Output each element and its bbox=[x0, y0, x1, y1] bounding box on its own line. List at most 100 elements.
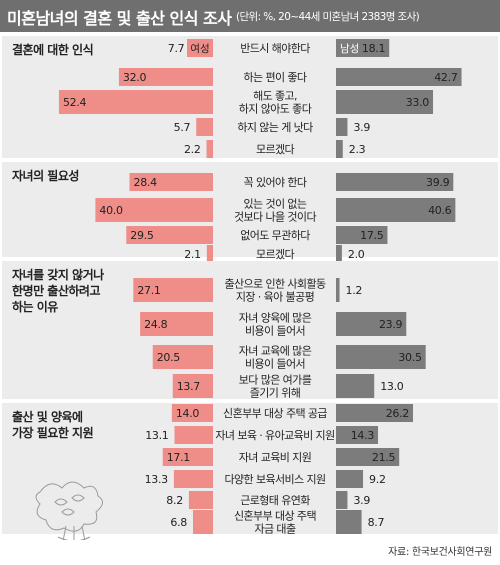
bouquet-stroke bbox=[57, 536, 91, 540]
female-value-label: 52.4 bbox=[63, 96, 87, 109]
male-value-label: 17.5 bbox=[360, 229, 384, 242]
male-value-label: 2.3 bbox=[349, 143, 366, 156]
female-value-label: 2.2 bbox=[184, 143, 201, 156]
female-bar bbox=[126, 226, 213, 244]
section-title: 결혼에 대한 인식 bbox=[12, 42, 93, 57]
category-label: 근로형태 유연화 bbox=[240, 494, 310, 507]
female-bar bbox=[118, 68, 213, 86]
category-label: 다양한 보육서비스 지원 bbox=[225, 473, 326, 486]
category-label: 반드시 해야한다 bbox=[240, 41, 310, 55]
female-bar bbox=[129, 173, 213, 191]
male-bar bbox=[336, 448, 400, 466]
male-value-label: 9.2 bbox=[369, 473, 386, 486]
category-label: 하지 않는 게 낫다 bbox=[237, 120, 313, 134]
male-value-label: 14.3 bbox=[351, 429, 375, 442]
section-title: 자녀를 갖지 않거나 한명만 출산하려고 하는 이유 bbox=[12, 267, 104, 314]
female-value-label: 17.1 bbox=[167, 451, 190, 464]
female-value-label: 13.7 bbox=[177, 380, 201, 393]
female-value-label: 24.8 bbox=[144, 318, 168, 331]
male-bar bbox=[336, 226, 388, 244]
category-label: 자녀 양육에 많은 비용이 들어서 bbox=[239, 312, 312, 338]
female-value-label: 29.5 bbox=[130, 229, 154, 242]
male-value-label: 3.9 bbox=[353, 494, 370, 507]
female-bar bbox=[152, 345, 213, 369]
category-label: 출산으로 인한 사회활동 지장 · 육아 불공평 bbox=[225, 277, 326, 304]
category-label: 없어도 무관하다 bbox=[240, 228, 310, 242]
female-value-label: 8.2 bbox=[166, 494, 183, 507]
female-bar bbox=[172, 374, 213, 398]
chart-subtitle: (단위: %, 20~44세 미혼남녀 2383명 조사) bbox=[236, 11, 420, 23]
category-label: 신혼부부 대상 주택 공급 bbox=[223, 407, 327, 420]
male-value-label: 18.1 bbox=[362, 42, 385, 55]
female-bar bbox=[95, 198, 213, 222]
bouquet-stroke bbox=[54, 494, 85, 516]
female-bar bbox=[173, 470, 213, 488]
female-value-label: 28.4 bbox=[134, 176, 158, 189]
category-label: 자녀 보육 · 유아교육비 지원 bbox=[215, 429, 334, 442]
male-value-label: 3.9 bbox=[353, 121, 370, 134]
category-label: 하는 편이 좋다 bbox=[244, 70, 307, 84]
male-value-label: 39.9 bbox=[426, 176, 450, 189]
category-label: 모르겠다 bbox=[256, 143, 295, 156]
male-bar bbox=[336, 491, 348, 509]
male-value-label: 33.0 bbox=[406, 96, 430, 109]
female-bar bbox=[162, 448, 213, 466]
female-value-label: 13.1 bbox=[145, 429, 168, 442]
male-value-label: 1.2 bbox=[346, 284, 363, 297]
male-bar bbox=[336, 39, 390, 57]
category-label: 자녀 교육비 지원 bbox=[239, 451, 311, 464]
category-label: 해도 좋고, 하지 않아도 좋다 bbox=[239, 89, 312, 116]
female-value-label: 14.0 bbox=[176, 407, 200, 420]
category-label: 신혼부부 대상 주택 자금 대출 bbox=[234, 510, 316, 536]
male-bar bbox=[336, 173, 454, 191]
male-bar bbox=[336, 140, 343, 158]
female-bar bbox=[196, 118, 213, 136]
butterfly-chart: 결혼에 대한 인식 반드시 해야한다 7.7 18.1 하는 편이 좋다 32.0 42.7… bbox=[2, 36, 498, 540]
female-value-label: 5.7 bbox=[174, 121, 191, 134]
female-bar bbox=[206, 140, 213, 158]
male-value-label: 8.7 bbox=[368, 516, 385, 529]
female-bar bbox=[133, 278, 213, 302]
section-background bbox=[2, 261, 498, 399]
bouquet-stroke bbox=[62, 525, 86, 540]
male-bar bbox=[336, 198, 456, 222]
male-bar bbox=[336, 404, 414, 422]
legend-female-swatch bbox=[187, 39, 213, 57]
male-bar bbox=[336, 312, 407, 336]
female-bar bbox=[188, 491, 213, 509]
male-value-label: 30.5 bbox=[398, 351, 422, 364]
male-value-label: 42.7 bbox=[434, 71, 458, 84]
legend-female-label: 여성 bbox=[190, 43, 209, 55]
male-bar bbox=[336, 90, 434, 114]
section-background bbox=[2, 403, 498, 534]
title-bar: 미혼남녀의 결혼 및 출산 인식 조사 (단위: %, 20~44세 미혼남녀 … bbox=[0, 0, 500, 32]
section-title: 출산 및 양육에 가장 필요한 지원 bbox=[12, 409, 93, 440]
male-value-label: 40.6 bbox=[428, 204, 452, 217]
male-value-label: 26.2 bbox=[386, 407, 409, 420]
female-bar bbox=[174, 426, 213, 444]
female-bar bbox=[206, 245, 213, 263]
male-bar bbox=[336, 278, 340, 302]
female-value-label: 32.0 bbox=[123, 71, 147, 84]
female-value-label: 6.8 bbox=[170, 516, 187, 529]
female-bar bbox=[58, 90, 213, 114]
source-note: 자료: 한국보건사회연구원 bbox=[388, 547, 492, 558]
category-label: 있는 것이 없는 것보다 나을 것이다 bbox=[234, 198, 316, 224]
male-bar bbox=[336, 426, 379, 444]
male-bar bbox=[336, 510, 362, 534]
female-value-label: 20.5 bbox=[157, 351, 181, 364]
category-label: 보다 많은 여가를 즐기기 위해 bbox=[239, 374, 312, 400]
female-value-label: 13.3 bbox=[145, 473, 169, 486]
female-value-label: 2.1 bbox=[184, 248, 201, 261]
female-value-label: 7.7 bbox=[168, 42, 185, 55]
bouquet-stroke bbox=[35, 481, 103, 532]
female-value-label: 27.1 bbox=[137, 284, 160, 297]
male-value-label: 21.5 bbox=[372, 451, 396, 464]
female-value-label: 40.0 bbox=[99, 204, 123, 217]
female-bar bbox=[193, 510, 213, 534]
male-value-label: 13.0 bbox=[380, 380, 404, 393]
male-bar bbox=[336, 345, 426, 369]
legend-male-label: 남성 bbox=[340, 43, 359, 55]
female-bar bbox=[140, 312, 213, 336]
male-bar bbox=[336, 118, 348, 136]
